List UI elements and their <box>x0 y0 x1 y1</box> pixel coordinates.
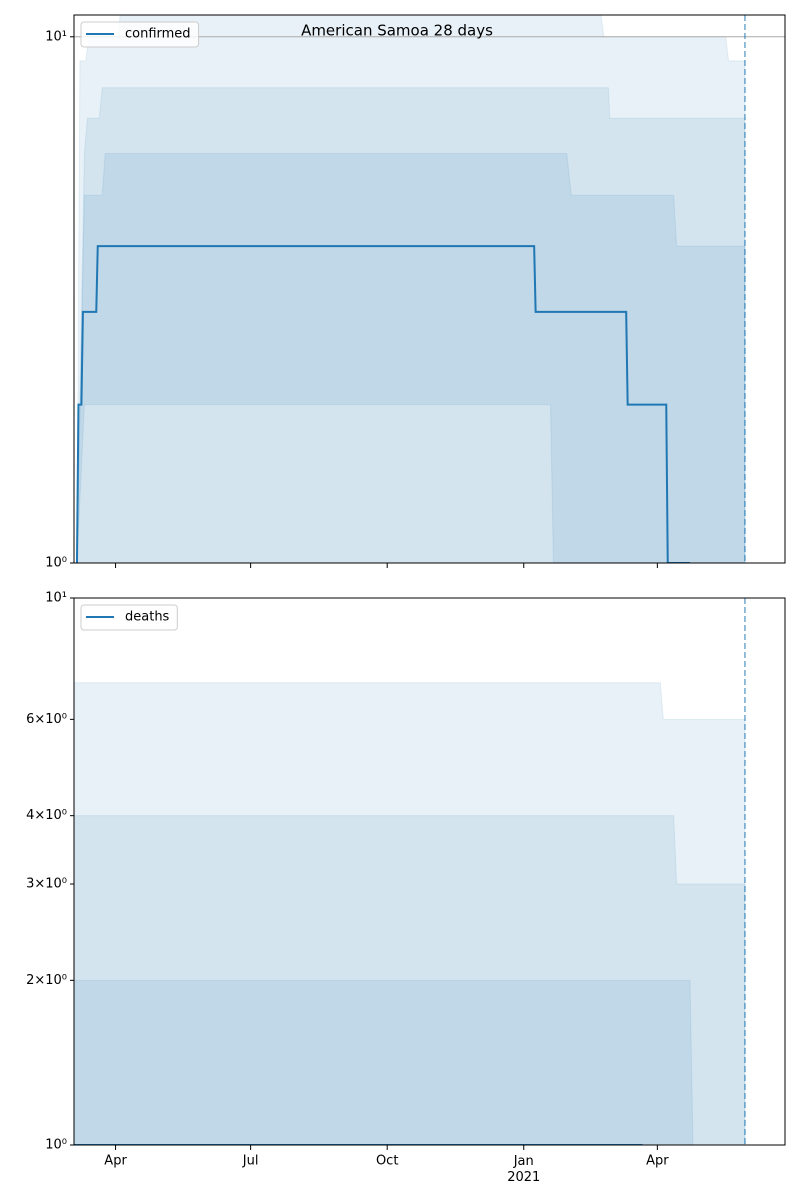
plot-area <box>74 682 746 1145</box>
confidence-band <box>74 979 694 1145</box>
confidence-band <box>74 682 746 1145</box>
y-tick-label: 2×10⁰ <box>26 973 67 988</box>
confidence-band <box>74 815 746 1145</box>
legend: confirmed <box>80 21 200 48</box>
legend-label: deaths <box>125 610 170 625</box>
x-tick-label: Apr <box>104 1154 127 1169</box>
axes-frame <box>73 14 786 564</box>
x-tick-label: Oct <box>376 1154 398 1169</box>
y-tick-label: 6×10⁰ <box>26 712 67 727</box>
x-tick-label: Jan 2021 <box>507 1154 540 1185</box>
axes-frame <box>73 597 786 1146</box>
chart-title: American Samoa 28 days <box>301 22 493 40</box>
legend-label: confirmed <box>125 27 191 42</box>
series-line <box>75 245 691 563</box>
legend: deaths <box>80 604 178 631</box>
x-tick-label: Apr <box>646 1154 669 1169</box>
y-tick-label: 10⁰ <box>45 556 67 571</box>
plot-area <box>74 15 785 563</box>
y-tick-label: 10¹ <box>45 29 67 44</box>
y-tick-label: 3×10⁰ <box>26 877 67 892</box>
y-tick-label: 10⁰ <box>45 1138 67 1153</box>
legend-box <box>80 604 178 631</box>
legend-box <box>80 21 200 48</box>
y-tick-label: 10¹ <box>45 591 67 606</box>
y-tick-label: 4×10⁰ <box>26 808 67 823</box>
x-tick-label: Jul <box>242 1154 259 1169</box>
